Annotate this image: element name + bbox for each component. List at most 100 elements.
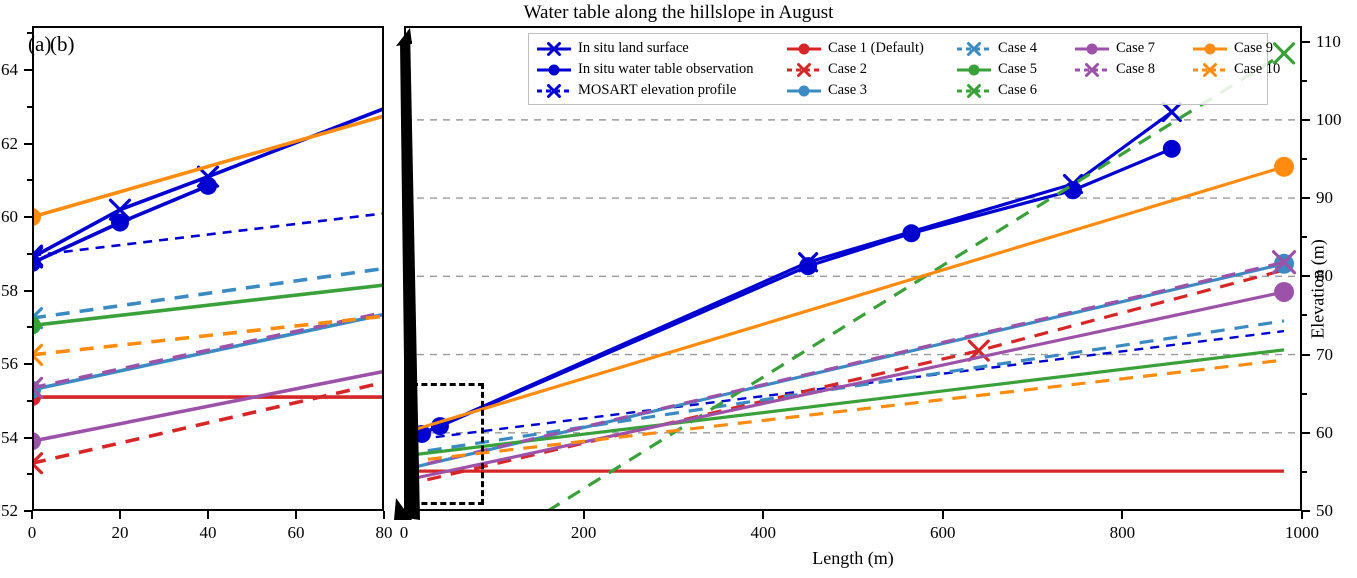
- legend-item[interactable]: Case 8: [1075, 59, 1193, 80]
- legend-item[interactable]: Case 9: [1193, 38, 1303, 59]
- y-tick: [1302, 40, 1310, 43]
- legend-label: Case 7: [1116, 40, 1156, 57]
- y-tick: [1302, 275, 1310, 278]
- x-tick: [941, 511, 944, 519]
- y-tick-label: 60: [1, 207, 18, 227]
- x-tick-label: 600: [930, 523, 956, 542]
- y-tick: [1302, 431, 1310, 434]
- main-plot-area: [404, 42, 1302, 511]
- x-tick-label: 1000: [1285, 523, 1319, 542]
- y-tick: [1302, 510, 1310, 512]
- y-tick: [1302, 353, 1310, 356]
- y-tick: [24, 142, 32, 145]
- inset-panel-a: 52 54 56 58 60 62 64 0 20 40 60 80: [1, 26, 393, 542]
- y-tick-label: 64: [1, 60, 18, 80]
- x-tick: [1121, 511, 1124, 519]
- inset-frame: [32, 26, 384, 511]
- legend-item[interactable]: Case 6: [957, 80, 1075, 101]
- y-minor-tick: [1302, 392, 1307, 395]
- legend-cross-icon: [957, 41, 991, 57]
- x-axis-title: Length (m): [812, 548, 894, 568]
- y-tick-label: 52: [1, 501, 18, 520]
- panel-b-label: (b): [50, 32, 75, 56]
- legend[interactable]: In situ land surface In situ water table …: [528, 33, 1280, 105]
- x-tick-label: 800: [1109, 523, 1136, 542]
- y-tick-label: 80: [1316, 266, 1333, 286]
- x-tick: [119, 511, 121, 519]
- inset-source-region-box: [412, 383, 484, 505]
- y-minor-tick: [1302, 314, 1307, 317]
- y-axis-title-right: Elevation (m): [1307, 239, 1328, 339]
- x-tick: [762, 511, 765, 519]
- y-tick-label: 62: [1, 133, 18, 153]
- x-tick: [1301, 511, 1303, 519]
- y-tick-label: 56: [1, 354, 18, 374]
- legend-cross-icon: [787, 62, 821, 78]
- legend-label: Case 8: [1116, 61, 1156, 78]
- inset-plot-area: [32, 106, 384, 475]
- y-minor-tick: [27, 32, 32, 35]
- legend-label: In situ land surface: [578, 40, 689, 57]
- x-tick-label: 20: [111, 523, 129, 542]
- legend-cross-icon: [957, 83, 991, 99]
- legend-circle-icon: [1193, 41, 1227, 57]
- y-minor-tick: [27, 326, 32, 329]
- legend-cross-icon: [537, 83, 571, 99]
- x-tick: [383, 511, 385, 519]
- legend-item[interactable]: Case 3: [787, 80, 957, 101]
- y-minor-tick: [1302, 470, 1307, 473]
- legend-item[interactable]: Case 1 (Default): [787, 38, 957, 59]
- y-minor-tick: [27, 399, 32, 402]
- panel-a-label: (a): [28, 32, 52, 56]
- y-tick-label: 58: [1, 280, 18, 300]
- legend-label: MOSART elevation profile: [578, 82, 737, 99]
- legend-item[interactable]: MOSART elevation profile: [537, 80, 787, 101]
- legend-item[interactable]: Case 4: [957, 38, 1075, 59]
- x-tick-label: 60: [287, 523, 305, 542]
- legend-item[interactable]: Case 10: [1193, 59, 1303, 80]
- y-minor-tick: [27, 473, 32, 476]
- legend-item[interactable]: In situ water table observation: [537, 59, 787, 80]
- legend-cross-icon: [1193, 62, 1227, 78]
- x-tick-label: 0: [399, 523, 409, 542]
- y-minor-tick: [27, 179, 32, 182]
- x-tick: [582, 511, 585, 519]
- y-minor-tick: [27, 105, 32, 108]
- legend-label: Case 4: [998, 40, 1038, 57]
- y-tick-label: 100: [1316, 109, 1342, 129]
- legend-label: Case 2: [828, 61, 868, 78]
- legend-label: Case 5: [998, 61, 1038, 78]
- y-tick: [24, 510, 32, 512]
- y-tick-label: 50: [1316, 501, 1333, 520]
- x-tick-label: 200: [570, 523, 597, 542]
- y-minor-tick: [1302, 79, 1307, 82]
- y-tick: [24, 69, 32, 72]
- legend-item[interactable]: Case 2: [787, 59, 957, 80]
- legend-label: Case 6: [998, 82, 1038, 99]
- x-tick-label: 0: [27, 523, 37, 542]
- y-minor-tick: [1302, 157, 1307, 160]
- x-tick-label: 40: [199, 523, 217, 542]
- legend-circle-icon: [787, 41, 821, 57]
- y-tick-label: 110: [1316, 31, 1341, 51]
- legend-circle-icon: [787, 83, 821, 99]
- x-tick-label: 80: [375, 523, 393, 542]
- legend-item[interactable]: In situ land surface: [537, 38, 787, 59]
- x-tick: [207, 511, 209, 519]
- legend-cross-icon: [1075, 62, 1109, 78]
- y-tick-label: 70: [1316, 344, 1333, 364]
- legend-item[interactable]: Case 7: [1075, 38, 1193, 59]
- y-tick: [1302, 197, 1310, 200]
- legend-label: In situ water table observation: [578, 61, 754, 78]
- y-tick-label: 60: [1316, 422, 1333, 442]
- legend-item[interactable]: Case 5: [957, 59, 1075, 80]
- chart-title: Water table along the hillslope in Augus…: [523, 2, 834, 23]
- y-tick: [1302, 118, 1310, 121]
- y-tick: [24, 363, 32, 366]
- legend-label: Case 9: [1234, 40, 1274, 57]
- y-minor-tick: [1302, 236, 1307, 239]
- inset-connector-arrow: [394, 28, 420, 520]
- legend-label: Case 3: [828, 82, 868, 99]
- y-tick: [24, 216, 32, 219]
- y-tick: [24, 436, 32, 439]
